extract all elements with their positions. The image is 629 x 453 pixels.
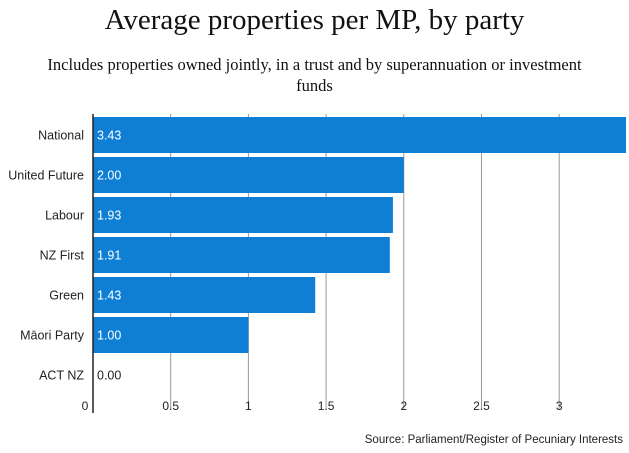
x-tick-label: 0.5 — [162, 399, 179, 413]
source-note: Source: Parliament/Register of Pecuniary… — [364, 434, 623, 446]
chart-subtitle: Includes properties owned jointly, in a … — [47, 55, 582, 95]
x-tick-label: 2 — [400, 399, 407, 413]
x-tick-label: 1.5 — [318, 399, 335, 413]
category-label: National — [38, 129, 84, 143]
bar — [93, 277, 316, 313]
bar — [93, 117, 626, 153]
category-label: Labour — [45, 209, 84, 223]
bar — [93, 197, 393, 233]
bar-value-label: 1.43 — [97, 289, 121, 303]
bar-value-label: 1.93 — [97, 209, 121, 223]
x-tick-label: 2.5 — [473, 399, 490, 413]
bar-value-label: 1.00 — [97, 329, 121, 343]
bar — [93, 317, 249, 353]
bar-value-label: 1.91 — [97, 249, 121, 263]
bar — [93, 237, 390, 273]
bar-value-label: 0.00 — [97, 369, 121, 383]
bar-value-label: 2.00 — [97, 169, 121, 183]
category-label: Green — [49, 289, 84, 303]
category-label: United Future — [8, 169, 84, 183]
category-label: Māori Party — [20, 329, 85, 343]
category-label: NZ First — [40, 249, 85, 263]
x-tick-label: 0 — [82, 399, 89, 413]
x-tick-label: 3 — [556, 399, 563, 413]
bar-value-label: 3.43 — [97, 129, 121, 143]
x-tick-label: 1 — [245, 399, 252, 413]
bar — [93, 157, 404, 193]
chart-title: Average properties per MP, by party — [104, 4, 525, 36]
category-label: ACT NZ — [39, 369, 84, 383]
